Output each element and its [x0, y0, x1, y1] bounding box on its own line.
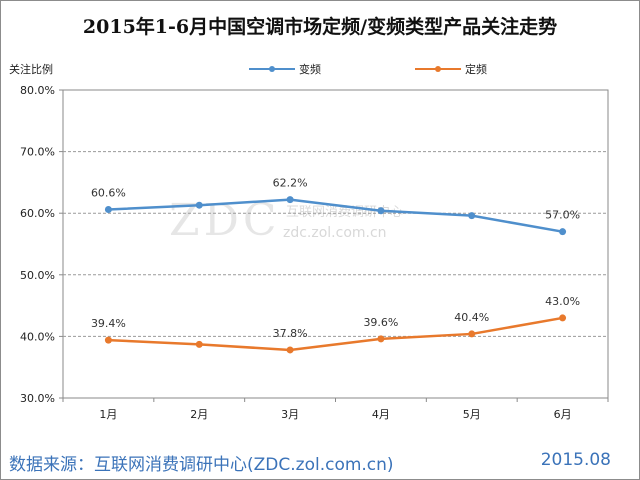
series-line-fixed [108, 316, 563, 352]
chart-title: 2015年1-6月中国空调市场定频/变频类型产品关注走势 [82, 16, 558, 38]
y-axis-label: 关注比例 [9, 63, 53, 76]
data-label: 43.0% [545, 295, 580, 308]
data-point [104, 206, 112, 214]
data-label: 57.0% [545, 209, 580, 222]
report-date: 2015.08 [540, 450, 611, 470]
series-line-inverter [108, 198, 563, 233]
y-tick-label: 40.0% [20, 330, 55, 343]
x-tick-label: 1月 [99, 408, 117, 421]
data-label: 62.2% [273, 177, 308, 190]
x-tick-label: 5月 [463, 408, 481, 421]
data-point [377, 207, 385, 215]
y-tick-label: 50.0% [20, 269, 55, 282]
legend-label-inverter: 变频 [299, 63, 321, 76]
x-tick-label: 6月 [554, 408, 572, 421]
x-tick-label: 2月 [190, 408, 208, 421]
x-tick-label: 4月 [372, 408, 390, 421]
data-label: 39.4% [91, 317, 126, 330]
data-source: 数据来源：互联网消费调研中心(ZDC.zol.com.cn) [9, 455, 394, 475]
data-point [377, 335, 385, 343]
data-point [104, 336, 112, 344]
data-point [468, 212, 476, 220]
y-tick-label: 70.0% [20, 146, 55, 159]
plot-area [62, 89, 609, 399]
data-label: 40.4% [454, 311, 489, 324]
x-tick-label: 3月 [281, 408, 299, 421]
legend-label-fixed: 定频 [465, 63, 487, 76]
y-tick-label: 60.0% [20, 207, 55, 220]
data-point [468, 330, 476, 338]
data-label: 37.8% [273, 327, 308, 340]
data-point [559, 228, 567, 236]
data-point [559, 314, 567, 322]
y-tick-label: 80.0% [20, 84, 55, 97]
data-point [286, 346, 294, 354]
y-tick-label: 30.0% [20, 392, 55, 405]
data-label: 60.6% [91, 187, 126, 200]
data-point [286, 196, 294, 204]
legend-item-inverter: 变频 [249, 61, 321, 77]
data-point [195, 201, 203, 209]
data-label: 39.6% [363, 316, 398, 329]
legend-item-fixed: 定频 [415, 61, 487, 77]
legend-swatch-fixed [415, 61, 461, 77]
legend-swatch-inverter [249, 61, 295, 77]
data-point [195, 340, 203, 348]
line-chart: 30.0% 40.0% 50.0% 60.0% 70.0% 80.0% 1月 2月 3月 4月 5月… [20, 84, 609, 421]
